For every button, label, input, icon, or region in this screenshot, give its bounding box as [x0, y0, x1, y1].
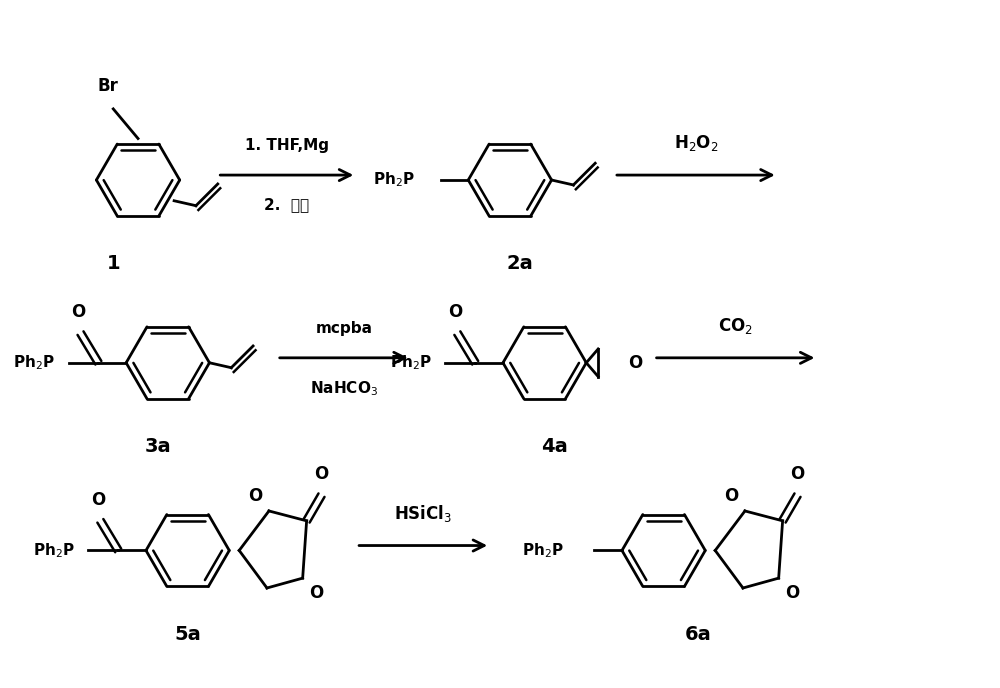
Text: 3a: 3a — [145, 438, 171, 456]
Text: O: O — [309, 584, 324, 602]
Text: Br: Br — [98, 77, 119, 95]
Text: O: O — [248, 487, 262, 505]
Text: 4a: 4a — [541, 438, 568, 456]
Text: O: O — [790, 465, 805, 483]
Text: Ph$_2$P: Ph$_2$P — [522, 541, 564, 560]
Text: mcpba: mcpba — [315, 321, 372, 336]
Text: Ph$_2$P: Ph$_2$P — [390, 354, 432, 372]
Text: Ph$_2$P: Ph$_2$P — [33, 541, 75, 560]
Text: 1. THF,Mg: 1. THF,Mg — [245, 138, 329, 153]
Text: O: O — [314, 465, 329, 483]
Text: O: O — [448, 303, 463, 321]
Text: O: O — [91, 491, 106, 509]
Text: O: O — [628, 354, 642, 372]
Text: O: O — [71, 303, 86, 321]
Text: 2a: 2a — [506, 255, 533, 274]
Text: H$_2$O$_2$: H$_2$O$_2$ — [674, 133, 718, 153]
Text: O: O — [724, 487, 738, 505]
Text: Ph$_2$P: Ph$_2$P — [373, 171, 415, 189]
Text: HSiCl$_3$: HSiCl$_3$ — [394, 503, 452, 524]
Text: Ph$_2$P: Ph$_2$P — [13, 354, 55, 372]
Text: 5a: 5a — [174, 625, 201, 644]
Text: NaHCO$_3$: NaHCO$_3$ — [310, 380, 378, 398]
Text: 1: 1 — [106, 255, 120, 274]
Text: CO$_2$: CO$_2$ — [718, 316, 753, 336]
Text: 2.  磷源: 2. 磷源 — [264, 197, 309, 212]
Text: 6a: 6a — [685, 625, 712, 644]
Text: O: O — [785, 584, 800, 602]
